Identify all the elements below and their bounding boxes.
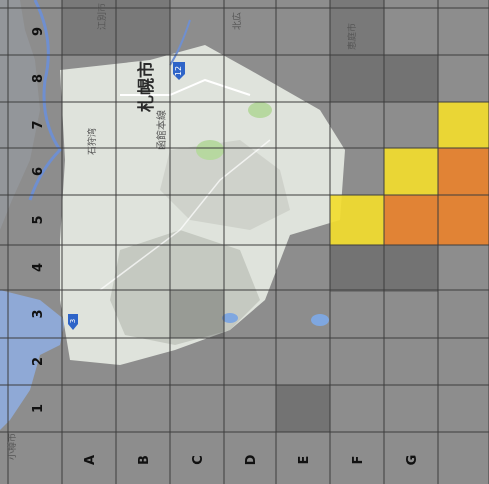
coast-shade — [0, 0, 40, 230]
heat-cell-H7[interactable] — [438, 102, 489, 148]
route-shield-12: 12 — [173, 62, 185, 80]
park-area — [248, 102, 272, 118]
sea-area — [0, 290, 65, 430]
heat-cell-G5[interactable] — [384, 195, 438, 245]
row-label-D: D — [244, 454, 259, 465]
column-label-6: 6 — [31, 167, 46, 176]
river — [169, 19, 191, 66]
row-labels: A B C D E F G — [83, 454, 420, 465]
road — [99, 139, 271, 291]
route-shield-3: 3 — [68, 314, 78, 330]
row-label-G: G — [405, 455, 420, 466]
svg-text:3: 3 — [69, 319, 77, 323]
river — [28, 0, 62, 201]
column-label-2: 2 — [31, 357, 46, 366]
heat-cell-G6[interactable] — [384, 148, 438, 195]
svg-text:12: 12 — [174, 66, 183, 76]
row-label-C: C — [191, 455, 206, 465]
row-label-A: A — [83, 455, 98, 465]
heat-cell-H5[interactable] — [438, 195, 489, 245]
mountain-area — [110, 230, 260, 345]
city-label: 札幌市 — [136, 61, 157, 113]
map-label: 北広 — [231, 12, 243, 30]
column-label-7: 7 — [31, 120, 46, 129]
road — [120, 78, 251, 96]
row-label-E: E — [297, 456, 312, 465]
map-label: 石狩湾 — [86, 128, 98, 155]
lake — [311, 314, 329, 326]
map-label: 小樽市 — [6, 433, 18, 460]
lake — [222, 313, 238, 323]
row-label-F: F — [351, 456, 366, 465]
column-label-9: 9 — [31, 27, 46, 36]
map-label: 恵庭市 — [346, 23, 358, 50]
hill-area — [160, 140, 290, 230]
column-label-1: 1 — [31, 404, 46, 413]
column-label-3: 3 — [31, 309, 46, 318]
park-area — [196, 140, 224, 160]
column-labels: 1 2 3 4 5 6 7 8 9 — [31, 27, 46, 413]
road-label: 函館本線 — [155, 110, 168, 150]
grid-shading — [62, 0, 438, 432]
heat-cell-F5[interactable] — [330, 195, 384, 245]
heat-layer — [330, 102, 489, 245]
column-label-8: 8 — [31, 74, 46, 83]
column-label-5: 5 — [31, 215, 46, 224]
column-label-4: 4 — [31, 263, 46, 272]
heat-cell-H6[interactable] — [438, 148, 489, 195]
map-label: 江別市 — [96, 3, 108, 30]
row-label-B: B — [137, 455, 152, 465]
